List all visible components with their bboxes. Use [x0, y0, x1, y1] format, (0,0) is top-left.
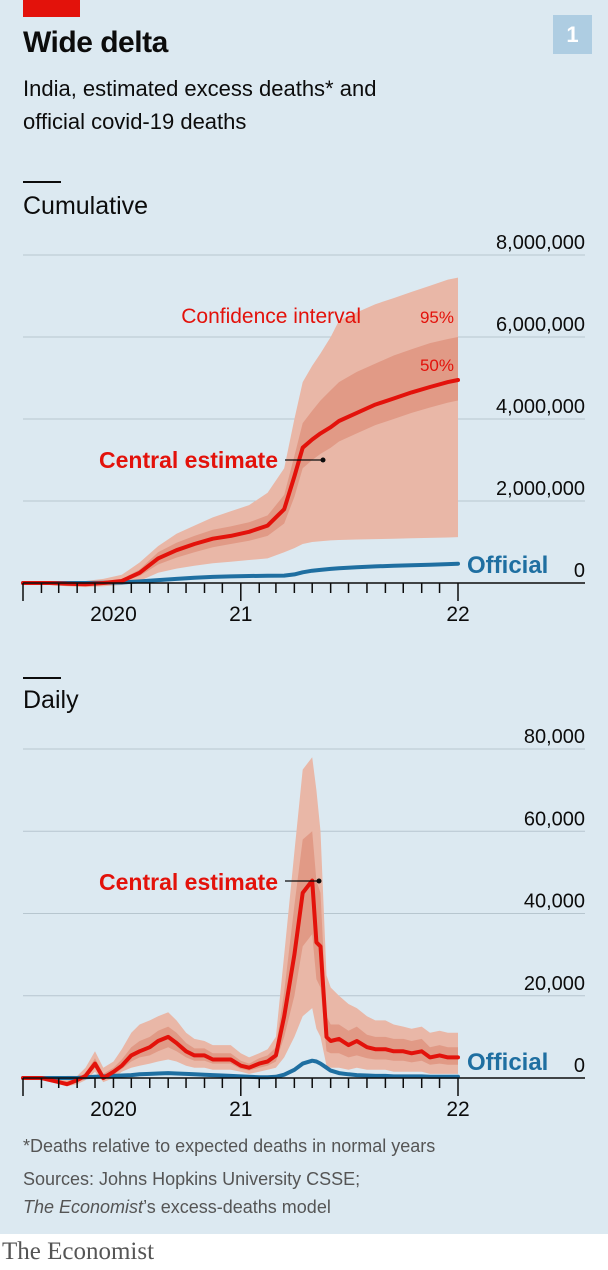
section-title-cumulative: Cumulative [23, 192, 149, 220]
ci-label: Confidence interval [181, 305, 361, 328]
daily-ytick-label: 0 [574, 1055, 585, 1077]
daily-chart [21, 748, 585, 1096]
daily-official-line [21, 1058, 460, 1080]
ci-95-label: 95% [420, 308, 454, 327]
section-title-daily: Daily [23, 686, 79, 714]
sources-line-1: Sources: Johns Hopkins University CSSE; [23, 1169, 361, 1189]
daily-band-50 [23, 831, 458, 1085]
daily-xtick-label: 22 [446, 1098, 469, 1121]
daily-xtick-label: 21 [229, 1098, 252, 1121]
daily-band-95 [23, 757, 458, 1087]
daily-ytick-label: 40,000 [524, 891, 585, 913]
sources: Sources: Johns Hopkins University CSSE; … [23, 1165, 360, 1221]
cumulative-chart [21, 254, 585, 601]
section-rule-cumulative [23, 181, 61, 183]
brand-wordmark: The Economist [2, 1238, 155, 1265]
ci-50-label: 50% [420, 356, 454, 375]
cumulative-band-95 [23, 277, 458, 588]
brand-tag [23, 0, 80, 17]
sources-model: ’s excess-deaths model [143, 1197, 331, 1217]
sources-line-2: The Economist’s excess-deaths model [23, 1193, 360, 1221]
chart-title: Wide delta [23, 26, 168, 59]
cumulative-central-estimate-line [21, 378, 460, 587]
cumulative-xtick-label: 21 [229, 603, 252, 626]
cumulative-ytick-label: 8,000,000 [496, 232, 585, 254]
chart-subtitle: India, estimated excess deaths* and offi… [23, 76, 377, 134]
daily-xtick-label: 2020 [90, 1098, 137, 1121]
charts-canvas: 0 2,000,000 4,000,000 6,000,000 8,000,000 202… [21, 232, 585, 1121]
cumulative-ytick-label: 6,000,000 [496, 314, 585, 336]
chart-number-badge: 1 [553, 15, 592, 54]
cumulative-central-estimate-label: Central estimate [99, 447, 278, 473]
section-rule-daily [23, 677, 61, 679]
cumulative-ytick-label: 4,000,000 [496, 396, 585, 418]
cumulative-ytick-label: 0 [574, 560, 585, 582]
daily-ytick-label: 80,000 [524, 726, 585, 748]
cumulative-ytick-label: 2,000,000 [496, 478, 585, 500]
cumulative-official-label: Official [467, 552, 548, 579]
sources-publication: The Economist [23, 1197, 144, 1217]
chart-panel: 1 Wide delta India, estimated excess dea… [0, 0, 608, 1234]
cumulative-band-50 [23, 337, 458, 585]
cumulative-xtick-label: 22 [446, 603, 469, 626]
daily-central-leader-dot [316, 878, 322, 884]
cumulative-xtick-label: 2020 [90, 603, 137, 626]
cumulative-central-leader-dot [320, 457, 326, 463]
daily-central-estimate-label: Central estimate [99, 869, 278, 895]
footnote: *Deaths relative to expected deaths in n… [23, 1136, 436, 1156]
daily-official-label: Official [467, 1049, 548, 1076]
daily-central-estimate-line [21, 878, 460, 1087]
cumulative-official-line [21, 561, 460, 585]
daily-ytick-label: 20,000 [524, 973, 585, 995]
daily-ytick-label: 60,000 [524, 808, 585, 830]
